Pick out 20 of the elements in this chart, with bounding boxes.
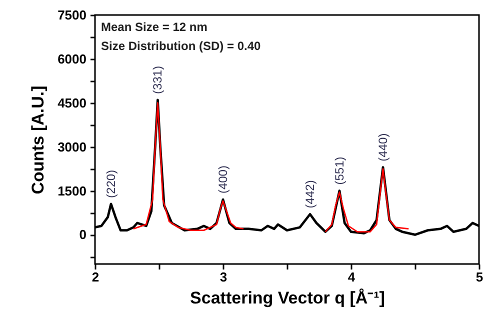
annotation: (400) [216,166,230,194]
x-axis-title: Scattering Vector q [Å⁻¹] [190,288,385,308]
annotation: (331) [150,66,165,94]
annotation: Mean Size = 12 nm [101,20,208,34]
x-tick-label: 2 [92,270,100,284]
x-tick-label: 5 [476,270,484,284]
annotation: (442) [303,180,318,208]
annotation: (220) [104,170,118,198]
x-tick-label: 3 [220,270,228,284]
annotation: Size Distribution (SD) = 0.40 [101,39,262,53]
y-tick-label: 1500 [58,183,86,198]
annotation: (551) [332,156,346,185]
y-tick-label: 7500 [58,8,86,22]
y-tick-label: 0 [79,227,86,242]
y-tick-label: 6000 [58,51,86,66]
y-axis-title: Counts [A.U.] [28,86,48,194]
y-tick-label: 4500 [58,95,86,110]
y-tick-label: 3000 [58,139,86,154]
annotation: (440) [376,133,390,162]
x-tick-label: 4 [348,270,356,284]
